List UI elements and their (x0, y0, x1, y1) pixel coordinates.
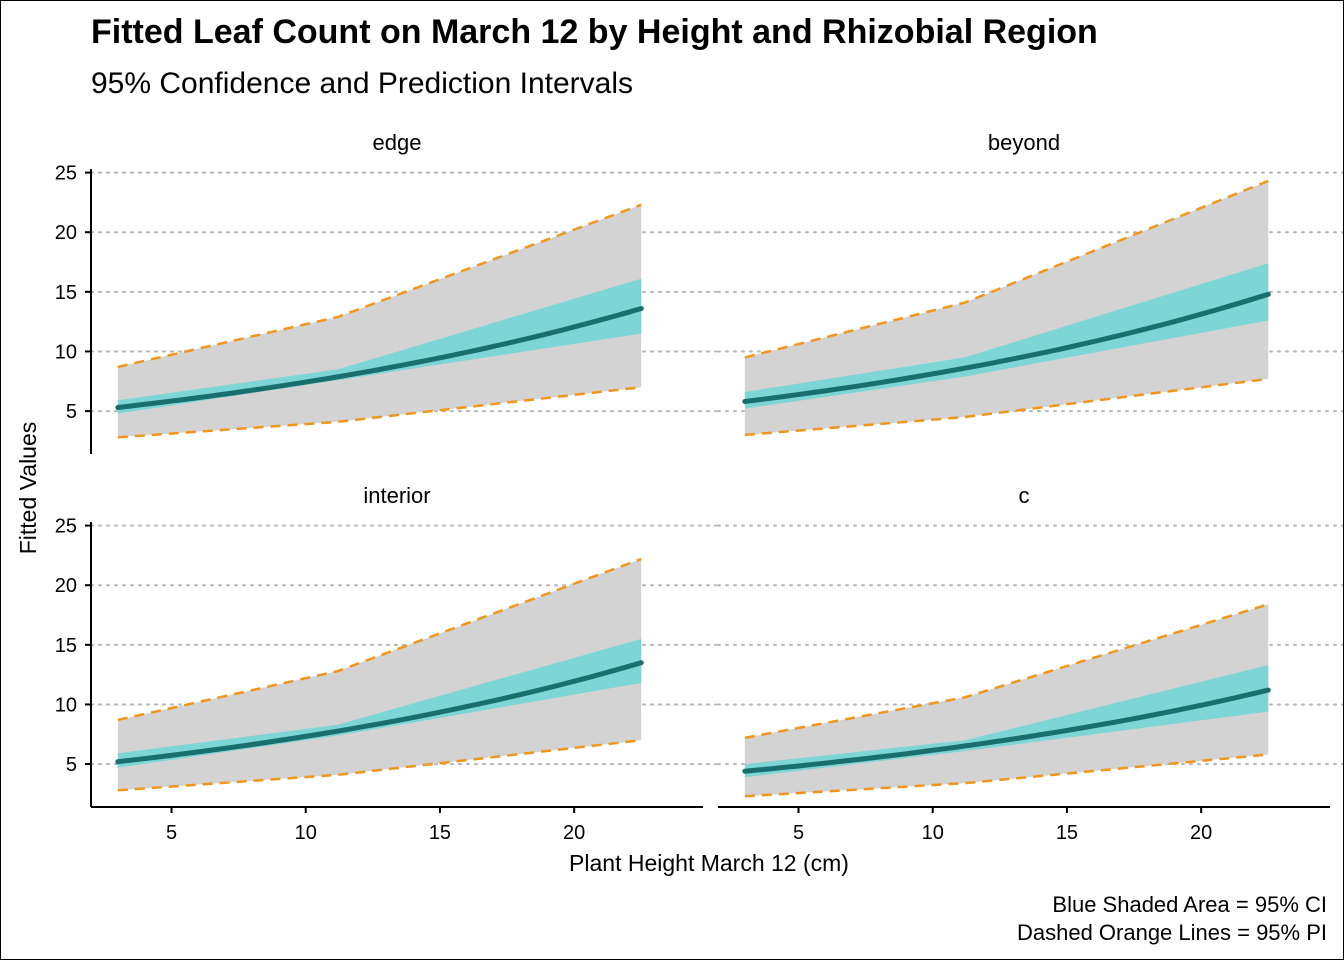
pi-lower-line (117, 385, 642, 439)
fitted-line (742, 687, 1271, 774)
pi-upper-line (117, 203, 642, 369)
y-tick-label: 10 (55, 341, 77, 363)
panel-strip-label: edge (373, 130, 422, 155)
chart-subtitle: 95% Confidence and Prediction Intervals (91, 67, 633, 100)
x-tick-label: 20 (1190, 822, 1212, 844)
chart-title: Fitted Leaf Count on March 12 by Height … (91, 13, 1098, 51)
panel-strip-label: interior (363, 483, 430, 508)
panel-beyond: beyond (717, 130, 1343, 437)
y-tick-label: 15 (55, 282, 77, 304)
fitted-line (115, 306, 644, 410)
panel-c: c 5 10 15 20 (717, 483, 1343, 844)
prediction-interval-band (117, 204, 642, 438)
prediction-interval-band (744, 604, 1269, 797)
y-axis-title: Fitted Values (15, 422, 41, 555)
pi-lower-line (744, 377, 1269, 437)
pi-upper-line (744, 603, 1269, 740)
x-tick-label: 20 (563, 822, 585, 844)
panel-interior: interior 5 10 15 20 25 5 10 15 20 (55, 483, 717, 844)
y-tick-label: 5 (66, 754, 77, 776)
pi-upper-line (117, 557, 642, 722)
caption-ci: Blue Shaded Area = 95% CI (1052, 892, 1327, 917)
y-tick-label: 25 (55, 163, 77, 185)
panel-strip-label: c (1019, 483, 1030, 508)
pi-lower-line (744, 753, 1269, 798)
pi-upper-line (744, 179, 1269, 359)
y-tick-label: 5 (66, 401, 77, 423)
x-axis-title: Plant Height March 12 (cm) (569, 850, 849, 876)
y-tick-label: 20 (55, 222, 77, 244)
pi-lower-line (117, 738, 642, 792)
panel-edge: edge 5 10 15 20 25 (55, 130, 717, 454)
panels-layer: edge 5 10 15 20 25 beyond interior 5 10 15 20 25 5 10 1… (55, 130, 1343, 844)
fitted-line (742, 291, 1271, 404)
fitted-line (115, 660, 644, 765)
x-tick-label: 15 (1056, 822, 1078, 844)
confidence-interval-band (744, 263, 1269, 409)
prediction-interval-band (117, 558, 642, 791)
y-tick-label: 25 (55, 516, 77, 538)
x-tick-label: 10 (295, 822, 317, 844)
x-tick-label: 15 (429, 822, 451, 844)
caption-pi: Dashed Orange Lines = 95% PI (1017, 920, 1327, 945)
panel-strip-label: beyond (988, 130, 1060, 155)
prediction-interval-band (744, 180, 1269, 435)
y-tick-label: 10 (55, 694, 77, 716)
x-tick-label: 5 (793, 822, 804, 844)
x-tick-label: 10 (922, 822, 944, 844)
x-tick-label: 5 (166, 822, 177, 844)
y-tick-label: 15 (55, 635, 77, 657)
y-tick-label: 20 (55, 575, 77, 597)
